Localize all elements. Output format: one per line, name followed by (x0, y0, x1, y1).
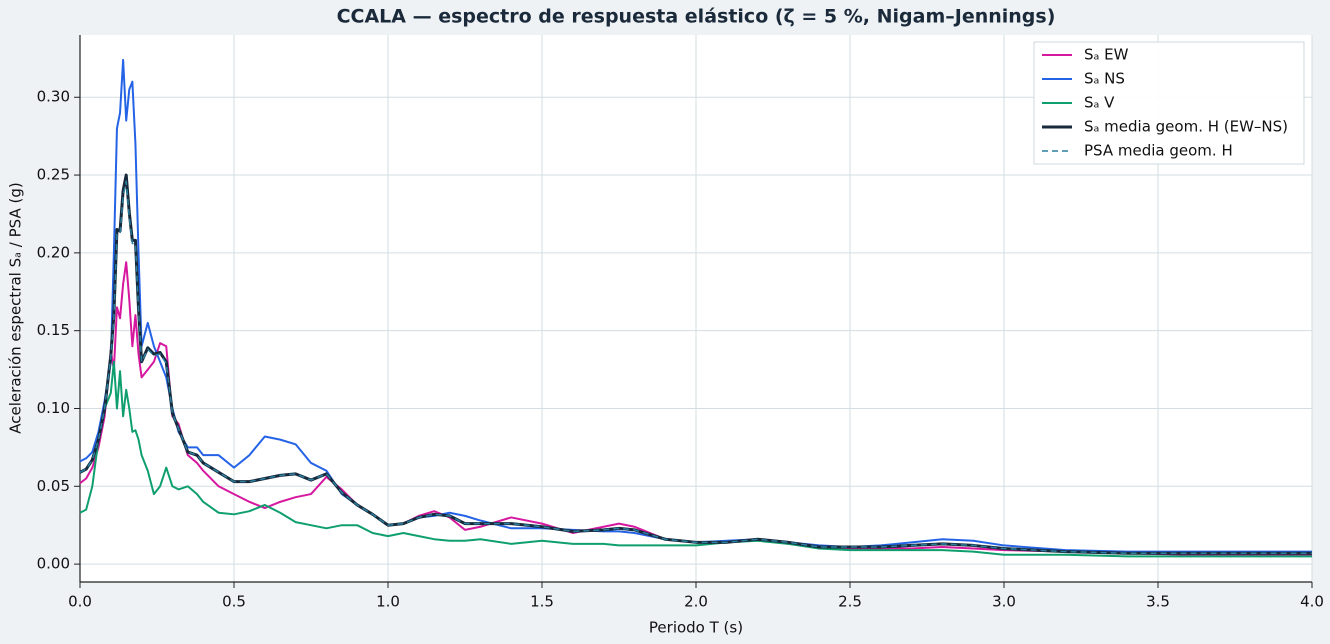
legend-label: Sₐ NS (1084, 70, 1125, 88)
x-tick-label: 0.5 (222, 593, 246, 611)
legend: Sₐ EW Sₐ NS Sₐ V Sₐ media geom. H (EW–NS) PS… (1033, 41, 1305, 165)
x-tick-label: 1.0 (376, 593, 400, 611)
y-tick-label: 0.15 (37, 321, 70, 339)
legend-label: PSA media geom. H (1084, 142, 1233, 160)
y-tick-label: 0.25 (37, 166, 70, 184)
x-tick-label: 3.5 (1146, 593, 1170, 611)
x-tick-label: 4.0 (1300, 593, 1324, 611)
y-tick-label: 0.05 (37, 477, 70, 495)
legend-label: Sₐ media geom. H (EW–NS) (1084, 118, 1288, 136)
x-tick-label: 1.5 (530, 593, 554, 611)
legend-box (1033, 41, 1305, 165)
chart-title: CCALA — espectro de respuesta elástico (… (337, 6, 1056, 28)
x-tick-label: 0.0 (68, 593, 92, 611)
series-line (79, 180, 1312, 554)
x-tick-label: 2.5 (838, 593, 862, 611)
y-tick-label: 0.20 (37, 243, 70, 261)
y-tick-label: 0.10 (37, 399, 70, 417)
series-line (79, 360, 1312, 558)
x-tick-label: 3.0 (992, 593, 1016, 611)
x-tick-label: 2.0 (684, 593, 708, 611)
y-tick-label: 0.00 (37, 555, 70, 573)
legend-label: Sₐ V (1084, 94, 1115, 112)
y-axis-label: Aceleración espectral Sₐ / PSA (g) (7, 182, 25, 433)
y-tick-label: 0.30 (37, 88, 70, 106)
legend-label: Sₐ EW (1084, 46, 1129, 64)
x-axis-label: Periodo T (s) (649, 619, 743, 637)
